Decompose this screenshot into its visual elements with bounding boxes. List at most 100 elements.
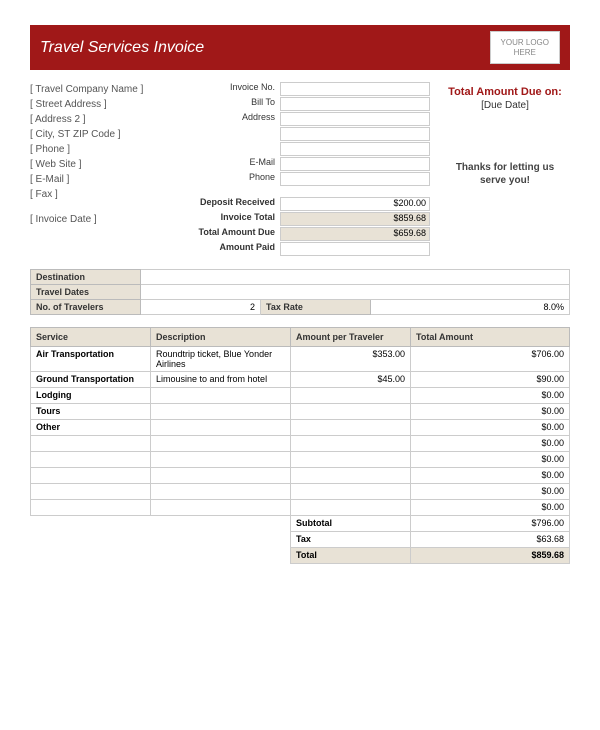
invtotal-label: Invoice Total — [190, 212, 280, 226]
per-cell[interactable] — [291, 500, 411, 516]
tax-label: Tax — [291, 532, 411, 548]
total-cell: $0.00 — [411, 484, 570, 500]
service-cell[interactable] — [31, 436, 151, 452]
travelers-label: No. of Travelers — [31, 300, 141, 315]
col-total: Total Amount — [411, 328, 570, 347]
company-website: [ Web Site ] — [30, 157, 180, 172]
service-cell[interactable] — [31, 484, 151, 500]
table-row: $0.00 — [31, 484, 570, 500]
per-cell[interactable]: $45.00 — [291, 372, 411, 388]
amtdue-label: Total Amount Due — [190, 227, 280, 241]
table-row: Air TransportationRoundtrip ticket, Blue… — [31, 347, 570, 372]
billto-field[interactable] — [280, 97, 430, 111]
phone-label: Phone — [190, 172, 280, 186]
desc-cell[interactable]: Limousine to and from hotel — [151, 372, 291, 388]
address-field-3[interactable] — [280, 142, 430, 156]
service-cell[interactable]: Ground Transportation — [31, 372, 151, 388]
per-cell[interactable] — [291, 436, 411, 452]
logo-placeholder: YOUR LOGO HERE — [490, 31, 560, 64]
amtpaid-value[interactable] — [280, 242, 430, 256]
due-date: [Due Date] — [440, 100, 570, 111]
total-value: $859.68 — [411, 548, 570, 564]
table-row: $0.00 — [31, 436, 570, 452]
amtdue-value: $659.68 — [280, 227, 430, 241]
deposit-value: $200.00 — [280, 197, 430, 211]
company-email: [ E-Mail ] — [30, 172, 180, 187]
services-table: Service Description Amount per Traveler … — [30, 327, 570, 564]
per-cell[interactable] — [291, 420, 411, 436]
total-cell: $0.00 — [411, 468, 570, 484]
total-cell: $0.00 — [411, 452, 570, 468]
service-cell[interactable]: Air Transportation — [31, 347, 151, 372]
desc-cell[interactable] — [151, 436, 291, 452]
dates-label: Travel Dates — [31, 285, 141, 300]
per-cell[interactable] — [291, 484, 411, 500]
thanks-line1: Thanks for letting us — [440, 161, 570, 174]
dest-value[interactable] — [141, 270, 570, 285]
service-cell[interactable] — [31, 500, 151, 516]
billto-label: Bill To — [190, 97, 280, 111]
page-title: Travel Services Invoice — [40, 39, 204, 57]
address-field-2[interactable] — [280, 127, 430, 141]
header-bar: Travel Services Invoice YOUR LOGO HERE — [30, 25, 570, 70]
taxrate-value[interactable]: 8.0% — [371, 300, 570, 315]
service-cell[interactable]: Other — [31, 420, 151, 436]
email-field[interactable] — [280, 157, 430, 171]
phone-field[interactable] — [280, 172, 430, 186]
taxrate-label: Tax Rate — [261, 300, 371, 315]
subtotal-label: Subtotal — [291, 516, 411, 532]
due-title: Total Amount Due on: — [440, 86, 570, 98]
deposit-label: Deposit Received — [190, 197, 280, 211]
company-address2: [ Address 2 ] — [30, 112, 180, 127]
desc-cell[interactable] — [151, 500, 291, 516]
travelers-value[interactable]: 2 — [141, 300, 261, 315]
company-phone: [ Phone ] — [30, 142, 180, 157]
per-cell[interactable] — [291, 468, 411, 484]
table-row: $0.00 — [31, 468, 570, 484]
invtotal-value: $859.68 — [280, 212, 430, 226]
right-block: Total Amount Due on: [Due Date] Thanks f… — [440, 82, 570, 257]
total-label: Total — [291, 548, 411, 564]
col-desc: Description — [151, 328, 291, 347]
company-name: [ Travel Company Name ] — [30, 82, 180, 97]
service-cell[interactable]: Lodging — [31, 388, 151, 404]
total-cell: $0.00 — [411, 420, 570, 436]
desc-cell[interactable] — [151, 452, 291, 468]
per-cell[interactable] — [291, 404, 411, 420]
desc-cell[interactable] — [151, 404, 291, 420]
per-cell[interactable] — [291, 452, 411, 468]
total-cell: $0.00 — [411, 388, 570, 404]
company-fax: [ Fax ] — [30, 187, 180, 202]
desc-cell[interactable] — [151, 388, 291, 404]
table-row: Tours $0.00 — [31, 404, 570, 420]
col-per: Amount per Traveler — [291, 328, 411, 347]
total-cell: $0.00 — [411, 404, 570, 420]
table-row: $0.00 — [31, 452, 570, 468]
company-csz: [ City, ST ZIP Code ] — [30, 127, 180, 142]
address-field-1[interactable] — [280, 112, 430, 126]
desc-cell[interactable] — [151, 468, 291, 484]
dest-label: Destination — [31, 270, 141, 285]
per-cell[interactable]: $353.00 — [291, 347, 411, 372]
table-row: $0.00 — [31, 500, 570, 516]
company-block: [ Travel Company Name ] [ Street Address… — [30, 82, 180, 257]
total-cell: $90.00 — [411, 372, 570, 388]
total-cell: $706.00 — [411, 347, 570, 372]
desc-cell[interactable] — [151, 484, 291, 500]
table-row: Other $0.00 — [31, 420, 570, 436]
service-cell[interactable] — [31, 468, 151, 484]
col-service: Service — [31, 328, 151, 347]
invoice-no-field[interactable] — [280, 82, 430, 96]
desc-cell[interactable] — [151, 420, 291, 436]
service-cell[interactable]: Tours — [31, 404, 151, 420]
table-row: Ground TransportationLimousine to and fr… — [31, 372, 570, 388]
summary-table: Destination Travel Dates No. of Traveler… — [30, 269, 570, 315]
thanks-line2: serve you! — [440, 174, 570, 187]
total-cell: $0.00 — [411, 500, 570, 516]
desc-cell[interactable]: Roundtrip ticket, Blue Yonder Airlines — [151, 347, 291, 372]
total-cell: $0.00 — [411, 436, 570, 452]
per-cell[interactable] — [291, 388, 411, 404]
service-cell[interactable] — [31, 452, 151, 468]
invoice-date: [ Invoice Date ] — [30, 212, 180, 227]
dates-value[interactable] — [141, 285, 570, 300]
